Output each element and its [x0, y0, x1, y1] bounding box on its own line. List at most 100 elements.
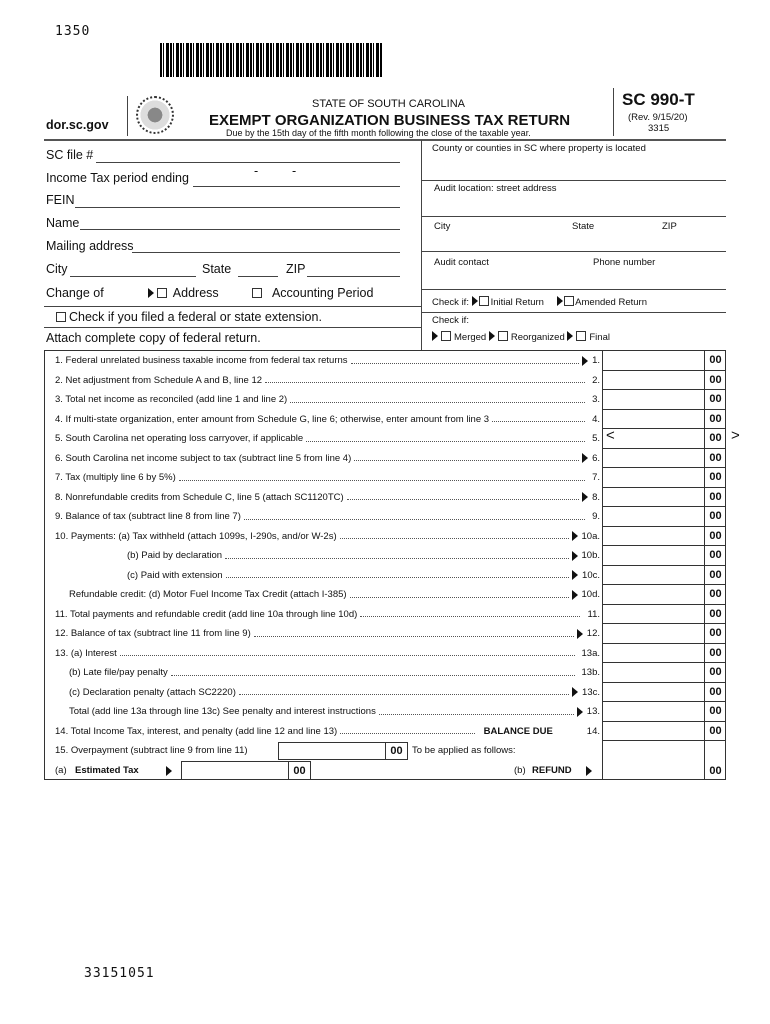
- amount-field[interactable]: 00: [602, 624, 726, 644]
- cents-field: 00: [704, 682, 726, 701]
- mailing-input[interactable]: [132, 252, 400, 253]
- amount-field[interactable]: 00: [602, 487, 726, 507]
- line-label: 5. South Carolina net operating loss car…: [55, 433, 304, 445]
- date-separator: -: [292, 164, 297, 178]
- cents-field: 00: [704, 351, 726, 370]
- audit-location-input[interactable]: [421, 216, 726, 217]
- address-checkbox[interactable]: [157, 288, 167, 298]
- arrow-icon: [571, 531, 578, 542]
- merged-checkbox[interactable]: [441, 331, 451, 341]
- line-5: 5. South Carolina net operating loss car…: [55, 429, 600, 449]
- amount-field[interactable]: 00: [602, 546, 726, 566]
- line-label: (b) Late file/pay penalty: [69, 667, 168, 679]
- fein-label: FEIN: [46, 193, 75, 207]
- amount-field[interactable]: 00 <: [602, 427, 726, 449]
- amount-field[interactable]: 00: [602, 351, 726, 371]
- amount-field[interactable]: 00: [602, 448, 726, 468]
- sc-file-input[interactable]: [96, 162, 400, 163]
- audit-city-state-zip-input[interactable]: [421, 251, 726, 252]
- arrow-icon: [572, 687, 579, 698]
- extension-option[interactable]: Check if you filed a federal or state ex…: [56, 310, 322, 324]
- amount-field[interactable]: 00: [602, 702, 726, 722]
- line-number: 10b.: [581, 550, 601, 562]
- audit-zip-label: ZIP: [662, 221, 677, 232]
- line-number: 10c.: [582, 569, 600, 581]
- arrow-icon: [586, 765, 592, 776]
- amount-field[interactable]: 00: [602, 643, 726, 663]
- amount-field[interactable]: 00: [602, 682, 726, 702]
- leader-dots: [378, 707, 574, 715]
- line-label: 12. Balance of tax (subtract line 11 fro…: [55, 628, 251, 640]
- period-input[interactable]: [193, 186, 400, 187]
- leader-dots: [290, 395, 586, 403]
- line-label: 14. Total Income Tax, interest, and pena…: [55, 725, 338, 737]
- amended-return-label: Amended Return: [575, 297, 647, 308]
- change-address[interactable]: Address: [148, 286, 219, 300]
- extension-checkbox[interactable]: [56, 312, 66, 322]
- fein-input[interactable]: [75, 207, 400, 208]
- audit-contact-input[interactable]: [421, 289, 726, 290]
- arrow-icon: [576, 628, 583, 639]
- accounting-label: Accounting Period: [271, 286, 374, 300]
- cents-field: 00: [704, 409, 726, 428]
- amount-field[interactable]: 00: [602, 585, 726, 605]
- line-13b: (b) Late file/pay penalty 13b.: [69, 663, 600, 683]
- city-input[interactable]: [70, 276, 196, 277]
- amount-field[interactable]: 00: [602, 721, 726, 741]
- line-4: 4. If multi-state organization, enter am…: [55, 410, 600, 430]
- bracket-open: <: [606, 427, 615, 444]
- final-checkbox[interactable]: [576, 331, 587, 341]
- leader-dots: [306, 434, 586, 442]
- change-accounting[interactable]: Accounting Period: [249, 286, 373, 300]
- accounting-checkbox[interactable]: [252, 288, 262, 298]
- county-input[interactable]: [421, 180, 726, 181]
- line-label: 11. Total payments and refundable credit…: [55, 608, 358, 620]
- initial-return-checkbox[interactable]: [478, 296, 489, 306]
- cents-field: 00: [704, 546, 726, 565]
- estimated-tax-field[interactable]: 00: [181, 760, 311, 779]
- amount-field[interactable]: 00: [602, 507, 726, 527]
- cents-field: 00: [704, 507, 726, 526]
- amount-field[interactable]: 00: [602, 663, 726, 683]
- leader-dots: [360, 609, 581, 618]
- check-if-label: Check if:: [432, 297, 469, 308]
- amount-field[interactable]: 00: [602, 565, 726, 585]
- line-label: 1. Federal unrelated business taxable in…: [55, 355, 348, 367]
- cents-field: 00: [704, 526, 726, 545]
- amount-field[interactable]: 00: [602, 370, 726, 390]
- line-number: 11.: [587, 608, 600, 620]
- line-7: 7. Tax (multiply line 6 by 5%) 7.: [55, 468, 600, 488]
- line-label: (b) Paid by declaration: [127, 550, 223, 562]
- refund-field[interactable]: 00: [602, 741, 726, 780]
- name-input[interactable]: [80, 229, 400, 230]
- amount-field[interactable]: 00: [602, 604, 726, 624]
- cents-field: 00: [704, 663, 726, 682]
- reorganized-checkbox[interactable]: [497, 331, 508, 341]
- leader-dots: [178, 473, 586, 481]
- zip-input[interactable]: [307, 276, 400, 277]
- line-13: Total (add line 13a through line 13c) Se…: [69, 702, 600, 722]
- mailing-label: Mailing address: [46, 239, 134, 253]
- website: dor.sc.gov: [46, 118, 109, 132]
- amended-return-checkbox[interactable]: [564, 296, 575, 306]
- cents-field: 00: [385, 743, 407, 759]
- period-label: Income Tax period ending: [46, 171, 189, 185]
- amount-field[interactable]: 00: [602, 409, 726, 429]
- amount-field[interactable]: 00: [602, 390, 726, 410]
- line-number: 6.: [592, 452, 600, 464]
- state-input[interactable]: [238, 276, 278, 277]
- amount-field[interactable]: 00: [602, 526, 726, 546]
- leader-dots: [243, 512, 586, 520]
- line-number: 8.: [592, 491, 600, 503]
- county-label: County or counties in SC where property …: [432, 143, 646, 154]
- leader-dots: [170, 668, 575, 676]
- cents-field: 00: [704, 741, 726, 780]
- line-13a: 13. (a) Interest 13a.: [55, 644, 600, 664]
- leader-dots: [339, 531, 569, 540]
- arrow-icon: [576, 706, 583, 717]
- amount-field[interactable]: 00: [602, 468, 726, 488]
- leader-dots: [238, 687, 570, 696]
- line-label: Refundable credit: (d) Motor Fuel Income…: [69, 589, 347, 601]
- overpayment-field[interactable]: 00: [278, 742, 408, 760]
- cents-field: 00: [704, 487, 726, 506]
